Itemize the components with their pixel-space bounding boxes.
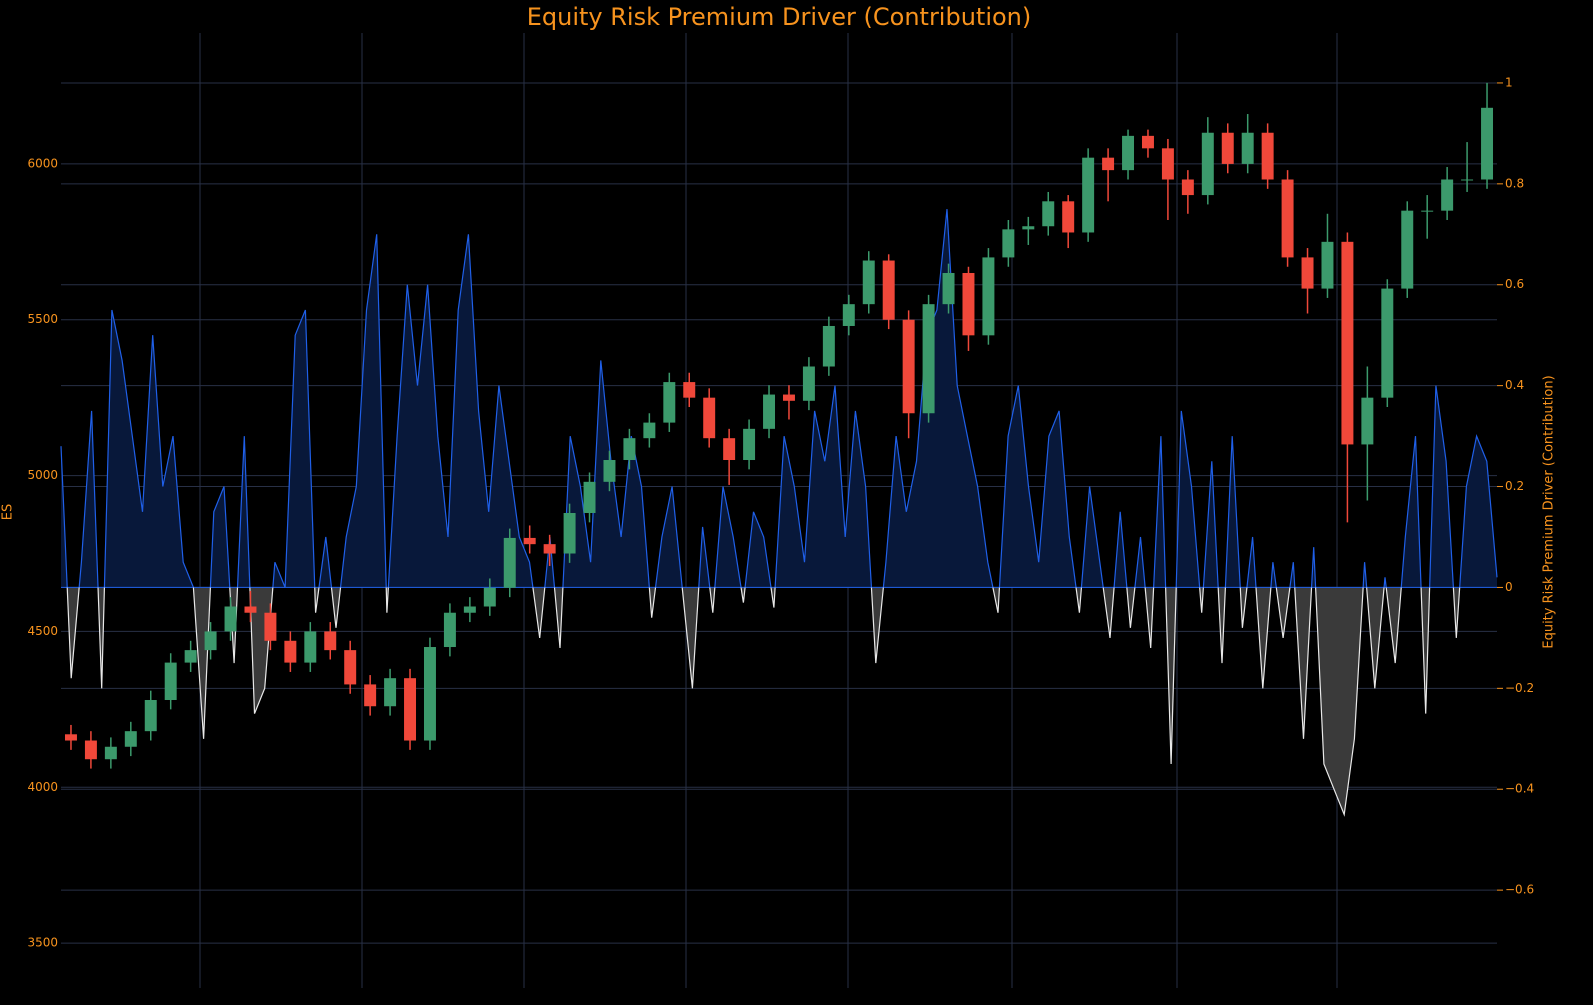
candle-body [982,257,995,336]
candle-body [563,512,576,554]
candle-body [583,481,596,513]
candle-body [184,650,197,663]
y2-tick-label: 0 [1505,580,1513,594]
candle-body [763,394,776,429]
candle-body [1201,132,1214,196]
candle-body [862,260,875,305]
candle-body [902,319,915,414]
y-axis-title: ES [1,504,16,520]
candle-body [1022,226,1035,230]
candle-body [1181,179,1194,196]
candle-body [304,631,317,663]
candle-body [1401,210,1414,289]
y-tick-label: 6000 [27,156,58,170]
candle-body [743,428,756,461]
candle-body [64,734,77,741]
candle-body [1421,210,1434,212]
candle-body [423,647,436,741]
candle-body [384,678,397,707]
candle-body [344,650,357,685]
y2-tick-label: 0.8 [1505,176,1524,190]
candle-body [822,325,835,367]
y-tick-label: 4000 [27,780,58,794]
candle-body [543,544,556,554]
candle-body [523,537,536,545]
candle-body [842,304,855,326]
y2-tick-label: −0.2 [1505,681,1534,695]
candle-body [1301,257,1314,289]
candle-body [683,382,696,398]
candle-body [124,731,137,747]
contribution-area [61,209,1497,815]
candle-body [1062,201,1075,233]
candle-body [1441,179,1454,211]
candle-body [144,700,157,732]
y-tick-label: 4500 [27,624,58,638]
candle-body [483,587,496,607]
candle-body [1321,241,1334,289]
candle-body [104,746,117,760]
candle-body [404,678,417,741]
y2-tick-label: 0.6 [1505,277,1524,291]
candle-body [1461,179,1474,181]
candle-body [1082,157,1095,233]
y2-tick-label: 0.4 [1505,378,1524,392]
y-tick-label: 5000 [27,468,58,482]
y2-tick-label: −0.6 [1505,883,1534,897]
y2-tick-label: 1 [1505,75,1513,89]
candle-body [364,684,377,707]
candle-body [324,631,337,651]
candle-body [1122,135,1135,171]
candle-body [1281,179,1294,258]
candle-body [1341,241,1354,445]
candle-body [443,612,456,648]
y-tick-label: 3500 [27,936,58,950]
candle-body [962,272,975,336]
candle-body [164,662,177,701]
candle-body [84,740,97,760]
candle-body [723,438,736,461]
candle-body [1042,201,1055,227]
candle-body [1381,288,1394,398]
candle-body [1221,132,1234,164]
candle-body [1361,397,1374,445]
candle-body [204,631,217,651]
candle-body [703,397,716,439]
contribution-line [60,209,1498,817]
candle-body [284,640,297,663]
candle-body [663,382,676,423]
candle-body [1261,132,1274,180]
candle-body [603,460,616,482]
y2-tick-label: −0.4 [1505,782,1534,796]
candle-body [1102,157,1115,171]
candle-body [1002,229,1015,258]
candle-body [922,304,935,414]
candle-body [244,606,257,613]
candle-body [224,606,237,632]
candle-body [782,394,795,401]
candle-body [1161,148,1174,180]
y2-tick-label: 0.2 [1505,479,1524,493]
candle-body [1481,107,1494,180]
y-tick-label: 5500 [27,312,58,326]
candle-body [1141,135,1154,149]
candle-body [1241,132,1254,164]
candle-body [802,366,815,401]
chart-title: Equity Risk Premium Driver (Contribution… [527,3,1032,31]
candle-body [882,260,895,320]
candle-body [643,422,656,439]
candle-body [463,606,476,613]
candle-body [503,537,516,588]
candle-body [264,612,277,641]
y2-axis-title: Equity Risk Premium Driver (Contribution… [1542,375,1557,648]
candle-body [623,438,636,461]
candle-body [942,272,955,305]
